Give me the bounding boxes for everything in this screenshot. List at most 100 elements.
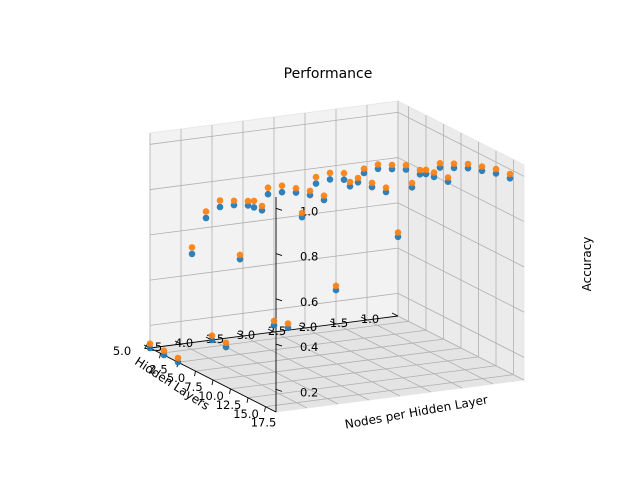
data-point bbox=[402, 161, 410, 169]
data-point bbox=[284, 320, 292, 327]
y-tick-label: 17.5 bbox=[251, 416, 277, 430]
data-point bbox=[264, 184, 272, 191]
z-tick-mark bbox=[275, 207, 283, 211]
y-grid-line-floor bbox=[265, 374, 514, 408]
y-tick-label: 15.0 bbox=[233, 407, 259, 421]
data-point bbox=[374, 161, 382, 168]
data-point bbox=[506, 170, 514, 178]
tick-labels: 1.01.52.02.53.03.54.04.55.02.55.07.510.0… bbox=[113, 204, 399, 430]
data-point bbox=[340, 169, 348, 177]
y-tick-mark bbox=[229, 388, 231, 394]
x-tick-mark bbox=[360, 316, 368, 321]
data-point bbox=[422, 166, 430, 174]
x-tick-mark bbox=[329, 320, 337, 325]
data-point bbox=[244, 197, 252, 205]
data-point bbox=[298, 209, 306, 217]
data-point bbox=[230, 197, 238, 205]
data-point bbox=[382, 184, 390, 191]
data-point bbox=[250, 197, 258, 205]
z-grid-line-left bbox=[149, 157, 399, 190]
data-point bbox=[258, 202, 266, 210]
x-tick-label: 1.5 bbox=[330, 316, 348, 330]
z-tick-label: 0.2 bbox=[300, 385, 318, 399]
z-grid-line-back bbox=[397, 247, 525, 313]
data-point bbox=[430, 169, 438, 176]
data-point bbox=[388, 161, 396, 169]
data-point bbox=[236, 251, 244, 259]
y-tick-mark bbox=[194, 371, 196, 377]
data-point bbox=[416, 166, 424, 174]
z-axis-label: Accuracy bbox=[580, 237, 594, 292]
y-grid-line-floor bbox=[247, 365, 497, 399]
y-tick-label: 7.5 bbox=[184, 380, 202, 394]
x-tick-mark bbox=[174, 340, 182, 345]
y-grid-line-floor bbox=[212, 347, 462, 381]
y-tick-label: 12.5 bbox=[216, 398, 242, 412]
z-tick-mark bbox=[275, 343, 283, 347]
data-point bbox=[360, 165, 368, 172]
data-point bbox=[436, 160, 444, 167]
data-point bbox=[312, 173, 320, 181]
x-tick-mark bbox=[391, 312, 399, 317]
data-point bbox=[312, 180, 320, 187]
z-tick-mark bbox=[275, 388, 283, 392]
y-tick-label: 10.0 bbox=[198, 389, 224, 403]
z-grid-line-back bbox=[397, 293, 525, 358]
z-tick-label: 0.6 bbox=[300, 295, 318, 309]
data-point bbox=[450, 160, 458, 167]
x-tick-label: 3.0 bbox=[237, 328, 255, 342]
z-tick-mark bbox=[275, 253, 283, 257]
data-point bbox=[408, 179, 416, 187]
z-grid-line-left bbox=[149, 247, 399, 281]
z-tick-label: 0.8 bbox=[300, 250, 318, 264]
x-tick-mark bbox=[236, 332, 244, 337]
z-grid-line-left bbox=[149, 202, 399, 236]
data-point bbox=[340, 176, 348, 183]
x-tick-label: 4.0 bbox=[175, 336, 193, 350]
y-tick-label: 5.0 bbox=[167, 371, 185, 385]
z-tick-label: 0.4 bbox=[300, 340, 318, 354]
x-tick-mark bbox=[298, 324, 306, 329]
z-grid-line-back bbox=[397, 202, 525, 268]
data-point bbox=[146, 340, 154, 348]
x-tick-mark bbox=[267, 328, 275, 333]
x-tick-label: 2.0 bbox=[299, 320, 317, 334]
data-point bbox=[368, 179, 376, 187]
data-point bbox=[222, 339, 230, 347]
data-point bbox=[174, 354, 182, 362]
data-points bbox=[146, 160, 514, 366]
data-point bbox=[278, 182, 286, 189]
x-tick-label: 5.0 bbox=[113, 344, 131, 358]
data-point bbox=[346, 178, 354, 186]
y-grid-line-floor bbox=[230, 356, 479, 390]
data-point bbox=[216, 203, 224, 211]
data-point bbox=[250, 204, 258, 211]
data-point bbox=[216, 197, 224, 204]
x-tick-label: 1.0 bbox=[361, 312, 379, 326]
data-point bbox=[320, 192, 328, 199]
chart-title: Performance bbox=[284, 66, 373, 82]
z-grid-line-left bbox=[149, 111, 399, 145]
y-tick-mark bbox=[264, 406, 266, 412]
data-point bbox=[306, 187, 314, 195]
data-point bbox=[278, 188, 286, 196]
data-point bbox=[394, 229, 402, 236]
z-tick-mark bbox=[275, 298, 283, 302]
y-grid-line-floor bbox=[195, 338, 444, 372]
data-point bbox=[188, 250, 196, 258]
z-grid-line-back bbox=[397, 111, 525, 177]
data-point bbox=[264, 190, 272, 198]
data-point bbox=[354, 174, 362, 182]
z-grid-line-left bbox=[149, 292, 399, 326]
data-point bbox=[464, 160, 472, 168]
data-point bbox=[326, 176, 334, 183]
data-point bbox=[208, 332, 216, 340]
y-tick-label: 2.5 bbox=[149, 362, 167, 376]
data-point bbox=[188, 244, 196, 251]
data-point bbox=[492, 165, 500, 173]
data-point bbox=[292, 185, 300, 192]
y-grid-line-floor bbox=[177, 329, 427, 363]
y-tick-mark bbox=[211, 379, 214, 386]
data-point bbox=[202, 214, 210, 222]
